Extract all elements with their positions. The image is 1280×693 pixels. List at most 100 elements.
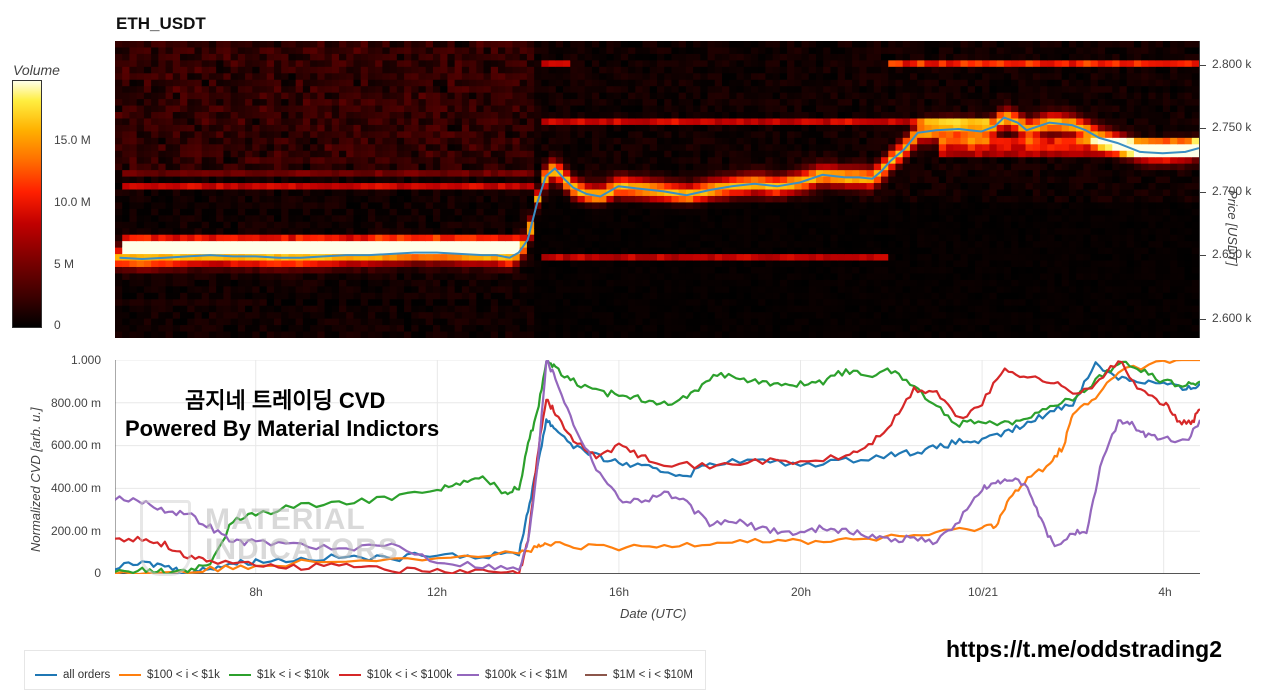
heatmap-cell (787, 254, 795, 262)
heatmap-cell (165, 241, 174, 249)
heatmap-cell (714, 137, 723, 145)
heatmap-cell (526, 157, 535, 165)
heatmap-cell (353, 144, 362, 152)
heatmap-cell (151, 183, 159, 191)
heatmap-cell (353, 234, 362, 242)
heatmap-cell (765, 325, 774, 333)
heatmap-cell (649, 208, 658, 216)
heatmap-cell (295, 325, 304, 333)
heatmap-cell (722, 221, 730, 229)
heatmap-cell (591, 144, 600, 152)
heatmap-cell (888, 260, 897, 268)
heatmap-cell (534, 215, 542, 223)
heatmap-cell (555, 247, 564, 255)
heatmap-cell (281, 41, 290, 49)
heatmap-cell (476, 325, 485, 333)
heatmap-cell (382, 286, 391, 294)
heatmap-cell (801, 73, 810, 81)
heatmap-cell (678, 202, 687, 210)
heatmap-cell (541, 99, 550, 107)
heatmap-cell (389, 215, 398, 223)
heatmap-cell (165, 66, 174, 74)
heatmap-cell (548, 202, 557, 210)
heatmap-cell (526, 215, 535, 223)
heatmap-cell (360, 112, 369, 120)
heatmap-cell (396, 176, 405, 184)
heatmap-cell (281, 112, 290, 120)
heatmap-cell (245, 66, 253, 74)
heatmap-cell (216, 305, 224, 313)
heatmap-cell (837, 286, 846, 294)
heatmap-cell (288, 305, 297, 313)
heatmap-cell (591, 241, 600, 249)
heatmap-cell (367, 228, 376, 236)
heatmap-cell (324, 254, 333, 262)
heatmap-cell (208, 118, 217, 126)
heatmap-cell (888, 286, 897, 294)
heatmap-cell (649, 305, 658, 313)
heatmap-cell (823, 144, 832, 152)
heatmap-cell (375, 86, 383, 94)
heatmap-cell (722, 234, 730, 242)
heatmap-cell (483, 163, 492, 171)
heatmap-cell (180, 183, 188, 191)
heatmap-cell (418, 163, 427, 171)
heatmap-cell (722, 254, 730, 262)
heatmap-cell (310, 53, 318, 61)
heatmap-cell (635, 254, 644, 262)
heatmap-cell (700, 228, 709, 236)
heatmap-cell (216, 163, 224, 171)
heatmap-cell (324, 105, 333, 113)
heatmap-cell (779, 189, 788, 197)
heatmap-cell (259, 99, 268, 107)
heatmap-cell (252, 105, 261, 113)
heatmap-cell (201, 86, 210, 94)
heatmap-cell (700, 144, 709, 152)
heatmap-cell (765, 124, 774, 132)
heatmap-cell (281, 228, 290, 236)
heatmap-cell (339, 79, 347, 87)
heatmap-cell (758, 208, 766, 216)
heatmap-cell (642, 286, 651, 294)
heatmap-cell (852, 79, 860, 87)
heatmap-cell (208, 331, 217, 338)
heatmap-cell (194, 170, 203, 178)
heatmap-cell (512, 112, 521, 120)
heatmap-cell (469, 99, 477, 107)
heatmap-cell (382, 118, 391, 126)
heatmap-cell (208, 215, 217, 223)
heatmap-cell (649, 286, 658, 294)
heatmap-cell (259, 86, 268, 94)
heatmap-cell (736, 131, 745, 139)
heatmap-cell (512, 118, 521, 126)
heatmap-cell (570, 189, 579, 197)
heatmap-cell (237, 86, 246, 94)
heatmap-cell (881, 170, 889, 178)
heatmap-cell (707, 208, 716, 216)
heatmap-cell (519, 195, 528, 204)
heatmap-cell (693, 318, 701, 326)
heatmap-cell (700, 131, 709, 139)
heatmap-cell (469, 183, 477, 191)
heatmap-cell (700, 86, 709, 94)
heatmap-cell (418, 312, 427, 320)
heatmap-cell (440, 53, 449, 61)
heatmap-cell (187, 66, 196, 74)
heatmap-cell (794, 53, 803, 61)
heatmap-cell (382, 137, 391, 145)
heatmap-cell (418, 150, 427, 158)
heatmap-cell (563, 137, 571, 145)
heatmap-cell (346, 325, 355, 333)
heatmap-cell (259, 170, 268, 178)
heatmap-cell (873, 286, 882, 294)
heatmap-cell (570, 234, 579, 242)
heatmap-cell (888, 189, 897, 197)
heatmap-cell (873, 86, 882, 94)
heatmap-cell (375, 189, 383, 197)
heatmap-cell (281, 157, 290, 165)
heatmap-cell (490, 318, 499, 326)
heatmap-cell (664, 53, 673, 61)
heatmap-cell (122, 118, 131, 126)
heatmap-cell (635, 279, 644, 287)
heatmap-cell (339, 292, 347, 300)
